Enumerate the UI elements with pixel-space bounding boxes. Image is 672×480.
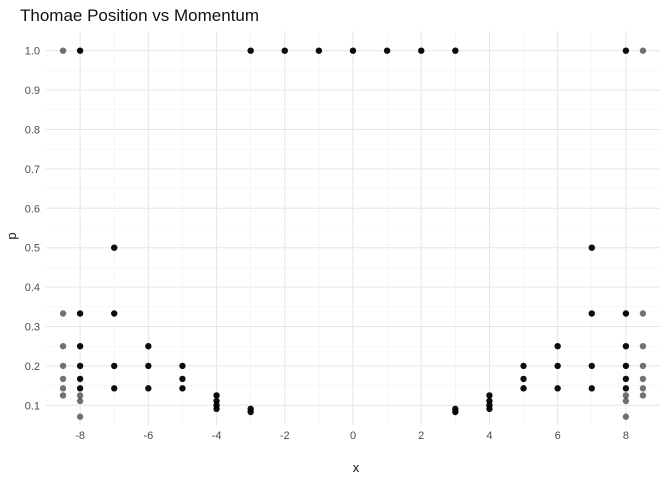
data-point <box>622 310 630 317</box>
data-point <box>247 47 254 54</box>
x-tick-label: 8 <box>623 430 629 442</box>
data-points <box>59 47 647 420</box>
y-tick-label: 0.9 <box>25 85 40 97</box>
data-point <box>639 392 647 399</box>
x-tick-label: -4 <box>212 430 222 442</box>
data-point <box>111 385 118 392</box>
x-axis-title: x <box>353 460 360 475</box>
x-tick-label: 0 <box>350 430 356 442</box>
data-point <box>486 405 493 413</box>
data-point <box>452 47 459 54</box>
data-point <box>179 385 186 392</box>
x-tick-label: -2 <box>280 430 290 442</box>
y-axis-ticks: 0.1 0.2 0.3 0.4 0.5 0.6 0.7 0.8 0.9 1.0 <box>25 46 40 413</box>
data-point <box>213 405 220 413</box>
data-point <box>452 408 459 416</box>
data-point <box>179 375 186 383</box>
data-point <box>76 362 84 370</box>
data-point <box>76 385 84 392</box>
data-point <box>554 385 561 392</box>
y-tick-label: 0.6 <box>25 203 40 215</box>
data-point <box>59 362 67 370</box>
x-tick-label: 4 <box>486 430 492 442</box>
data-point <box>76 397 84 405</box>
x-tick-label: 2 <box>418 430 424 442</box>
data-point <box>59 343 67 350</box>
data-point <box>59 47 67 54</box>
data-point <box>588 310 595 317</box>
data-point <box>639 375 647 383</box>
x-tick-label: -8 <box>75 430 85 442</box>
y-tick-label: 0.5 <box>25 243 40 255</box>
data-point <box>76 47 84 54</box>
data-point <box>418 47 425 54</box>
data-point <box>76 392 84 399</box>
data-point <box>622 375 630 383</box>
data-point <box>554 343 561 350</box>
y-axis-title: p <box>4 232 19 239</box>
data-point <box>111 362 118 370</box>
data-point <box>213 392 220 399</box>
data-point <box>520 385 527 392</box>
data-point <box>59 392 67 399</box>
data-point <box>622 343 630 350</box>
data-point <box>145 385 152 392</box>
data-point <box>76 343 84 350</box>
y-tick-label: 0.8 <box>25 125 40 137</box>
data-point <box>59 375 67 383</box>
data-point <box>247 408 254 416</box>
chart-title: Thomae Position vs Momentum <box>20 6 259 25</box>
data-point <box>622 362 630 370</box>
data-point <box>76 310 84 317</box>
data-point <box>349 47 357 54</box>
y-tick-label: 0.7 <box>25 164 40 176</box>
data-point <box>111 310 118 317</box>
data-point <box>622 397 630 405</box>
data-point <box>639 385 647 392</box>
data-point <box>622 413 630 420</box>
x-tick-label: 6 <box>555 430 561 442</box>
data-point <box>315 47 323 54</box>
data-point <box>59 385 67 392</box>
data-point <box>554 362 561 370</box>
y-tick-label: 0.2 <box>25 361 40 373</box>
data-point <box>520 362 527 370</box>
data-point <box>622 392 630 399</box>
data-point <box>179 362 186 370</box>
data-point <box>588 244 595 251</box>
data-point <box>639 343 647 350</box>
data-point <box>639 47 647 54</box>
data-point <box>111 244 118 251</box>
data-point <box>588 362 595 370</box>
data-point <box>59 310 67 317</box>
x-axis-ticks: -8 -6 -4 -2 0 2 4 6 8 <box>75 430 629 442</box>
x-tick-label: -6 <box>143 430 153 442</box>
data-point <box>281 47 288 54</box>
data-point <box>622 47 630 54</box>
y-tick-label: 0.1 <box>25 400 40 412</box>
data-point <box>622 385 630 392</box>
data-point <box>486 392 493 399</box>
y-tick-label: 0.4 <box>25 282 40 294</box>
data-point <box>588 385 595 392</box>
data-point <box>639 362 647 370</box>
data-point <box>520 375 527 383</box>
data-point <box>76 375 84 383</box>
y-tick-label: 1.0 <box>25 46 40 58</box>
data-point <box>145 343 152 350</box>
data-point <box>145 362 152 370</box>
data-point <box>383 47 391 54</box>
data-point <box>76 413 84 420</box>
data-point <box>639 310 647 317</box>
y-tick-label: 0.3 <box>25 322 40 334</box>
grid-lines <box>46 31 660 425</box>
